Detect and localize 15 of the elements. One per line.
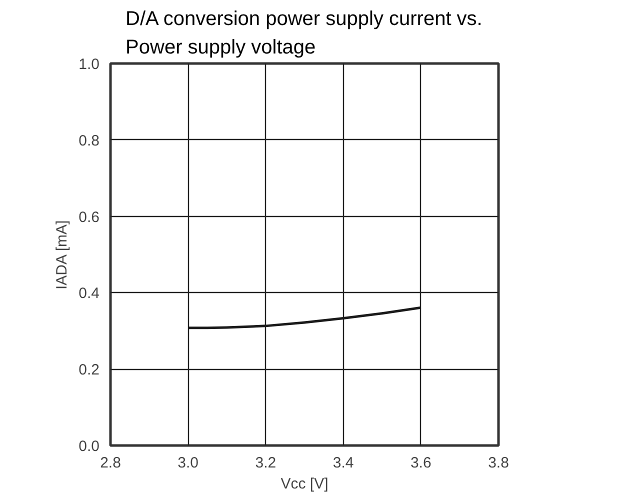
x-axis-title: Vcc [V]	[280, 476, 328, 492]
y-axis-title: IADA [mA]	[54, 220, 71, 290]
y-tick-label: 0.6	[78, 208, 100, 226]
y-tick-label: 1.0	[78, 56, 100, 73]
x-tick-label: 3.4	[332, 454, 354, 472]
y-tick-label: 0.0	[78, 438, 100, 455]
y-tick-label: 0.4	[78, 285, 100, 302]
y-tick-label: 0.2	[78, 362, 100, 379]
x-tick-label: 2.8	[100, 454, 121, 472]
x-tick-label: 3.8	[488, 454, 509, 472]
x-tick-label: 3.6	[410, 454, 432, 472]
x-tick-label: 3.0	[178, 454, 199, 472]
chart-title: D/A conversion power supply current vs. Power supply voltage	[126, 8, 482, 58]
y-tick-label: 0.8	[78, 132, 100, 150]
x-tick-label: 3.2	[255, 454, 276, 472]
